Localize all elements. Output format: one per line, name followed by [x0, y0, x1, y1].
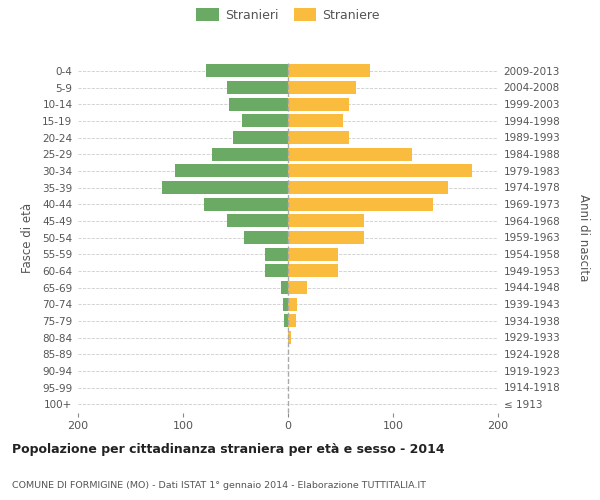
Bar [288, 281, 307, 294]
Bar [288, 181, 448, 194]
Text: Popolazione per cittadinanza straniera per età e sesso - 2014: Popolazione per cittadinanza straniera p… [12, 442, 445, 456]
Bar [288, 148, 412, 160]
Bar [288, 314, 296, 328]
Text: COMUNE DI FORMIGINE (MO) - Dati ISTAT 1° gennaio 2014 - Elaborazione TUTTITALIA.: COMUNE DI FORMIGINE (MO) - Dati ISTAT 1°… [12, 480, 426, 490]
Y-axis label: Fasce di età: Fasce di età [21, 202, 34, 272]
Bar [288, 298, 298, 310]
Bar [288, 98, 349, 110]
Bar [212, 148, 288, 160]
Bar [283, 298, 288, 310]
Bar [175, 164, 288, 177]
Bar [162, 181, 288, 194]
Bar [288, 64, 370, 78]
Bar [288, 131, 349, 144]
Y-axis label: Anni di nascita: Anni di nascita [577, 194, 590, 281]
Bar [265, 248, 288, 260]
Bar [288, 81, 356, 94]
Bar [288, 264, 338, 278]
Bar [242, 114, 288, 128]
Bar [227, 81, 288, 94]
Bar [233, 131, 288, 144]
Bar [288, 164, 472, 177]
Bar [265, 264, 288, 278]
Bar [244, 231, 288, 244]
Bar [288, 114, 343, 128]
Bar [288, 331, 291, 344]
Bar [204, 198, 288, 210]
Bar [288, 231, 364, 244]
Bar [206, 64, 288, 78]
Bar [284, 314, 288, 328]
Legend: Stranieri, Straniere: Stranieri, Straniere [194, 6, 382, 25]
Bar [229, 98, 288, 110]
Bar [288, 214, 364, 228]
Bar [281, 281, 288, 294]
Bar [288, 198, 433, 210]
Bar [227, 214, 288, 228]
Bar [288, 248, 338, 260]
